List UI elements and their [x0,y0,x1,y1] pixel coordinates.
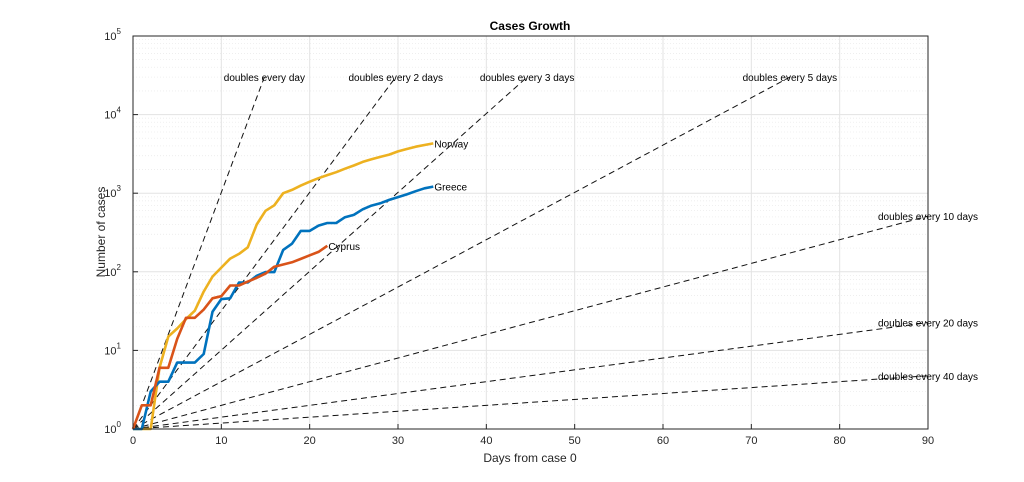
y-tick-label: 105 [104,27,121,43]
series-label: Cyprus [328,242,360,253]
reference-line [132,76,265,430]
x-tick-label: 50 [569,435,581,447]
x-tick-label: 40 [480,435,492,447]
x-tick-labels: 0 10 20 30 40 50 60 70 80 90 [130,435,934,447]
reference-line [132,76,528,430]
y-tick-label: 104 [104,106,121,122]
series-lines: Norway Greece Cyprus [131,139,468,431]
y-tick-label: 100 [104,420,121,436]
series-line [131,244,329,430]
chart-title: Cases Growth [490,19,571,33]
x-axis-label: Days from case 0 [483,451,577,465]
reference-line [132,322,929,430]
x-tick-label: 90 [922,435,934,447]
x-tick-label: 30 [392,435,404,447]
reference-line-label: doubles every 2 days [348,73,443,84]
reference-line [132,215,929,430]
reference-line-label: doubles every 3 days [480,73,575,84]
plot-area [133,36,928,429]
y-tick-label: 101 [104,341,121,357]
x-tick-label: 10 [215,435,227,447]
series-line [133,185,434,431]
series-label: Norway [434,139,468,150]
reference-line [132,76,397,430]
reference-line [132,375,929,430]
x-tick-label: 70 [745,435,757,447]
series-label: Greece [434,183,467,194]
y-axis-label: Number of cases [94,187,108,278]
reference-line-label: doubles every 5 days [743,73,838,84]
reference-line [132,76,791,430]
plot-frame [132,35,929,430]
x-tick-label: 60 [657,435,669,447]
x-tick-label: 80 [834,435,846,447]
x-tick-label: 0 [130,435,136,447]
reference-line-label: doubles every day [224,73,305,84]
x-tick-label: 20 [304,435,316,447]
